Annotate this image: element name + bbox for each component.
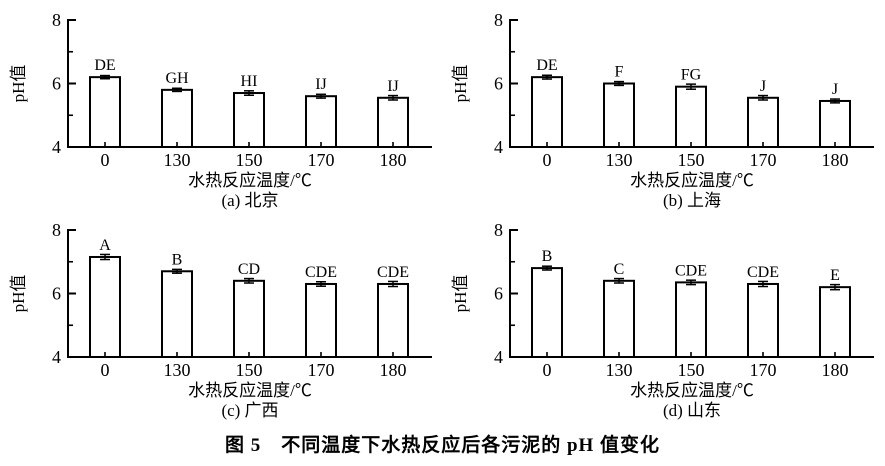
x-tick-label: 170 [750,360,777,380]
subplot-d: 4 6 8 pH值 B 0 C 130 CDE 150 CDE 170 E 180 水热反应温度/℃ (d) … [442,210,884,420]
bar [747,96,779,148]
subplot-caption: (b) 上海 [663,191,721,210]
subplot-c: 4 6 8 pH值 A 0 B 130 CD 150 CDE 170 CDE 180 水热反应温度/℃ (c)… [0,210,442,420]
y-axis-label: pH值 [451,65,470,103]
y-axis-label: pH值 [451,275,470,313]
bar-significance-label: CDE [675,262,707,279]
bar [675,85,707,149]
x-axis-label: 水热反应温度/℃ [630,171,754,190]
bar [675,281,707,358]
bar [747,282,779,358]
subplot-b: 4 6 8 pH值 DE 0 F 130 FG 150 J 170 J 180 水热反应温度/℃ (b) 上海 [442,0,884,210]
chart-canvas: 4 6 8 pH值 A 0 B 130 CD 150 CDE 170 CDE 180 水热反应温度/℃(c)… [9,220,432,420]
y-axis-label: pH值 [9,65,28,103]
bar [603,279,635,358]
y-tick-label: 6 [494,74,503,94]
subplot-caption: (a) 北京 [221,191,278,210]
figure-caption: 图 5 不同温度下水热反应后各污泥的 pH 值变化 [224,434,661,456]
subplot-a: 4 6 8 pH值 DE 0 GH 130 HI 150 IJ 170 IJ 180 水热反应温度/℃ (a)… [0,0,442,210]
bar-significance-label: B [542,248,553,265]
x-tick-label: 150 [678,150,705,170]
bar-significance-label: C [614,261,625,278]
y-tick-label: 4 [52,347,61,367]
x-tick-label: 170 [750,150,777,170]
bar-significance-label: E [830,267,840,284]
bar [161,270,193,358]
x-axis-label: 水热反应温度/℃ [188,171,312,190]
bar [305,282,337,358]
x-tick-label: 180 [822,360,849,380]
bar-significance-label: A [99,237,111,254]
bar-significance-label: J [760,78,766,95]
chart-canvas: 4 6 8 pH值 B 0 C 130 CDE 150 CDE 170 E 180 水热反应温度/℃(d) … [451,220,874,420]
x-tick-label: 180 [380,360,407,380]
bar [819,286,851,358]
bar-significance-label: HI [241,73,258,90]
bar-significance-label: CDE [305,264,337,281]
y-tick-label: 6 [494,284,503,304]
x-tick-label: 0 [101,360,110,380]
bar [531,76,563,148]
x-axis-label: 水热反应温度/℃ [188,381,312,400]
y-tick-label: 8 [494,220,503,240]
bar-significance-label: CDE [747,264,779,281]
bar [233,279,265,358]
y-tick-label: 8 [494,10,503,30]
chart-canvas: 4 6 8 pH值 DE 0 F 130 FG 150 J 170 J 180 水热反应温度/℃(b) 上海 [451,10,874,210]
bar [161,88,193,148]
x-tick-label: 170 [308,360,335,380]
x-tick-label: 180 [822,150,849,170]
subplot-caption: (d) 山东 [663,401,721,420]
x-tick-label: 170 [308,150,335,170]
bar-significance-label: B [172,251,183,268]
charts-grid: 4 6 8 pH值 DE 0 GH 130 HI 150 IJ 170 IJ 180 水热反应温度/℃ (a)… [0,0,884,420]
bar-significance-label: F [615,64,624,81]
y-tick-label: 4 [494,347,503,367]
bar-significance-label: IJ [387,78,399,95]
y-tick-label: 8 [52,220,61,240]
x-tick-label: 130 [606,150,633,170]
bar-significance-label: CDE [377,264,409,281]
x-tick-label: 0 [543,150,552,170]
x-axis-label: 水热反应温度/℃ [630,381,754,400]
bar [89,76,121,148]
bar-significance-label: DE [536,57,557,74]
x-tick-label: 150 [236,150,263,170]
x-tick-label: 150 [678,360,705,380]
subplot-caption: (c) 广西 [221,401,278,420]
x-tick-label: 0 [543,360,552,380]
y-axis-label: pH值 [9,275,28,313]
bar [377,96,409,148]
bar-significance-label: FG [681,67,702,84]
bar [819,99,851,148]
bar [603,82,635,148]
chart-canvas: 4 6 8 pH值 DE 0 GH 130 HI 150 IJ 170 IJ 180 水热反应温度/℃(a)… [9,10,432,210]
y-tick-label: 6 [52,284,61,304]
y-tick-label: 4 [52,137,61,157]
bar [531,267,563,358]
x-tick-label: 0 [101,150,110,170]
x-tick-label: 130 [606,360,633,380]
x-tick-label: 130 [164,150,191,170]
y-tick-label: 6 [52,74,61,94]
bar-significance-label: J [832,81,838,98]
y-tick-label: 8 [52,10,61,30]
bar-significance-label: GH [165,70,189,87]
bar [233,92,265,148]
x-tick-label: 150 [236,360,263,380]
bar-significance-label: CD [238,261,260,278]
x-tick-label: 180 [380,150,407,170]
bar-significance-label: IJ [315,76,327,93]
bar-significance-label: DE [94,57,115,74]
x-tick-label: 130 [164,360,191,380]
bar [377,282,409,358]
bar [89,255,121,358]
y-tick-label: 4 [494,137,503,157]
bar [305,95,337,148]
